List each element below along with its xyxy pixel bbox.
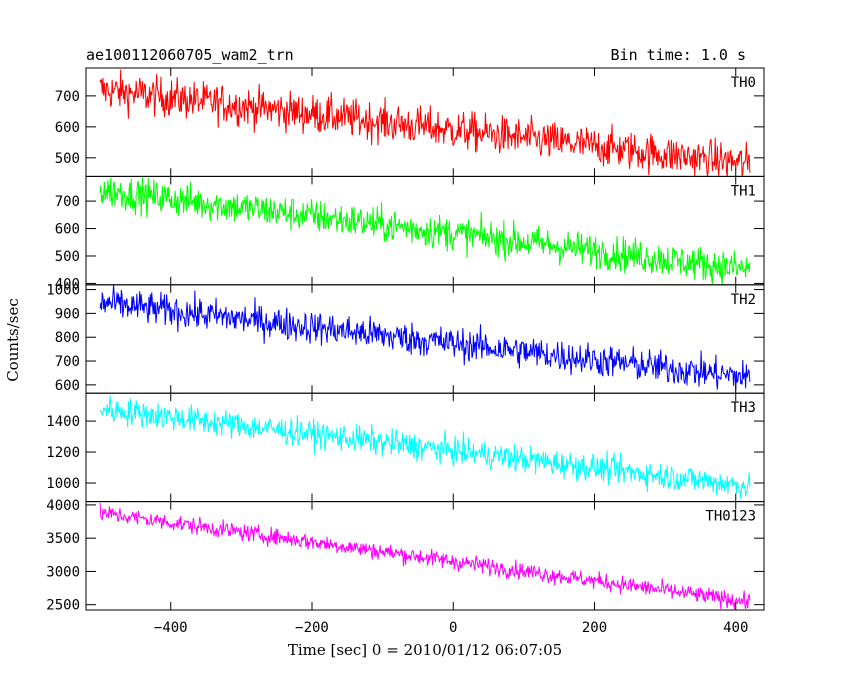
- y-tick-label: 700: [55, 89, 80, 105]
- y-tick-label: 2500: [46, 598, 80, 614]
- y-tick-label: 1000: [46, 283, 80, 299]
- series-th3: [99, 395, 751, 499]
- panel-frame: [85, 392, 765, 503]
- panel-th0: 500 600 700 TH0: [55, 67, 765, 177]
- panel-frame: [85, 501, 765, 611]
- panel-th2: 600 700 800 900 1000 TH2: [46, 283, 765, 394]
- y-tick-label: 1200: [46, 445, 80, 461]
- series-th0123: [99, 502, 751, 610]
- y-tick-label: 700: [55, 194, 80, 210]
- series-th2: [99, 284, 751, 391]
- panel-label: TH2: [731, 292, 756, 308]
- y-tick-label: 600: [55, 222, 80, 238]
- y-tick-label: 500: [55, 249, 80, 265]
- y-tick-label: 1000: [46, 476, 80, 492]
- panel-th1: 400 500 600 700 TH1: [55, 175, 765, 292]
- y-tick-label: 500: [55, 151, 80, 167]
- series-th0: [99, 69, 751, 177]
- panel-label: TH0123: [705, 509, 756, 525]
- y-tick-label: 4000: [46, 498, 80, 514]
- y-tick-label: 1400: [46, 414, 80, 430]
- x-tick-label: −400: [154, 620, 188, 636]
- panel-th0123: 2500 3000 3500 4000 TH0123: [46, 498, 765, 614]
- y-tick-label: 600: [55, 120, 80, 136]
- panels-group: 500 600 700 TH0 400 500 600 700 TH1 600 700 800 900 1…: [46, 67, 765, 614]
- x-tick-label: 200: [582, 620, 607, 636]
- chart-title: ae100112060705_wam2_trn: [86, 46, 294, 64]
- y-tick-label: 800: [55, 330, 80, 346]
- series-th1: [99, 176, 751, 285]
- y-tick-label: 700: [55, 354, 80, 370]
- x-tick-label: −200: [295, 620, 329, 636]
- x-axis: −400 −200 0 200 400: [154, 620, 749, 636]
- y-tick-label: 600: [55, 378, 80, 394]
- x-tick-label: 400: [723, 620, 748, 636]
- y-tick-label: 900: [55, 306, 80, 322]
- panel-label: TH1: [731, 183, 756, 199]
- panel-label: TH3: [731, 400, 756, 416]
- bin-time-label: Bin time: 1.0 s: [611, 46, 746, 64]
- y-tick-label: 400: [55, 276, 80, 292]
- x-axis-label: Time [sec] 0 = 2010/01/12 06:07:05: [288, 641, 562, 659]
- panel-th3: 1000 1200 1400 TH3: [46, 392, 765, 503]
- y-tick-label: 3500: [46, 531, 80, 547]
- y-tick-label: 3000: [46, 564, 80, 580]
- panel-label: TH0: [731, 75, 756, 91]
- y-axis-label: Counts/sec: [4, 298, 22, 382]
- x-tick-label: 0: [449, 620, 457, 636]
